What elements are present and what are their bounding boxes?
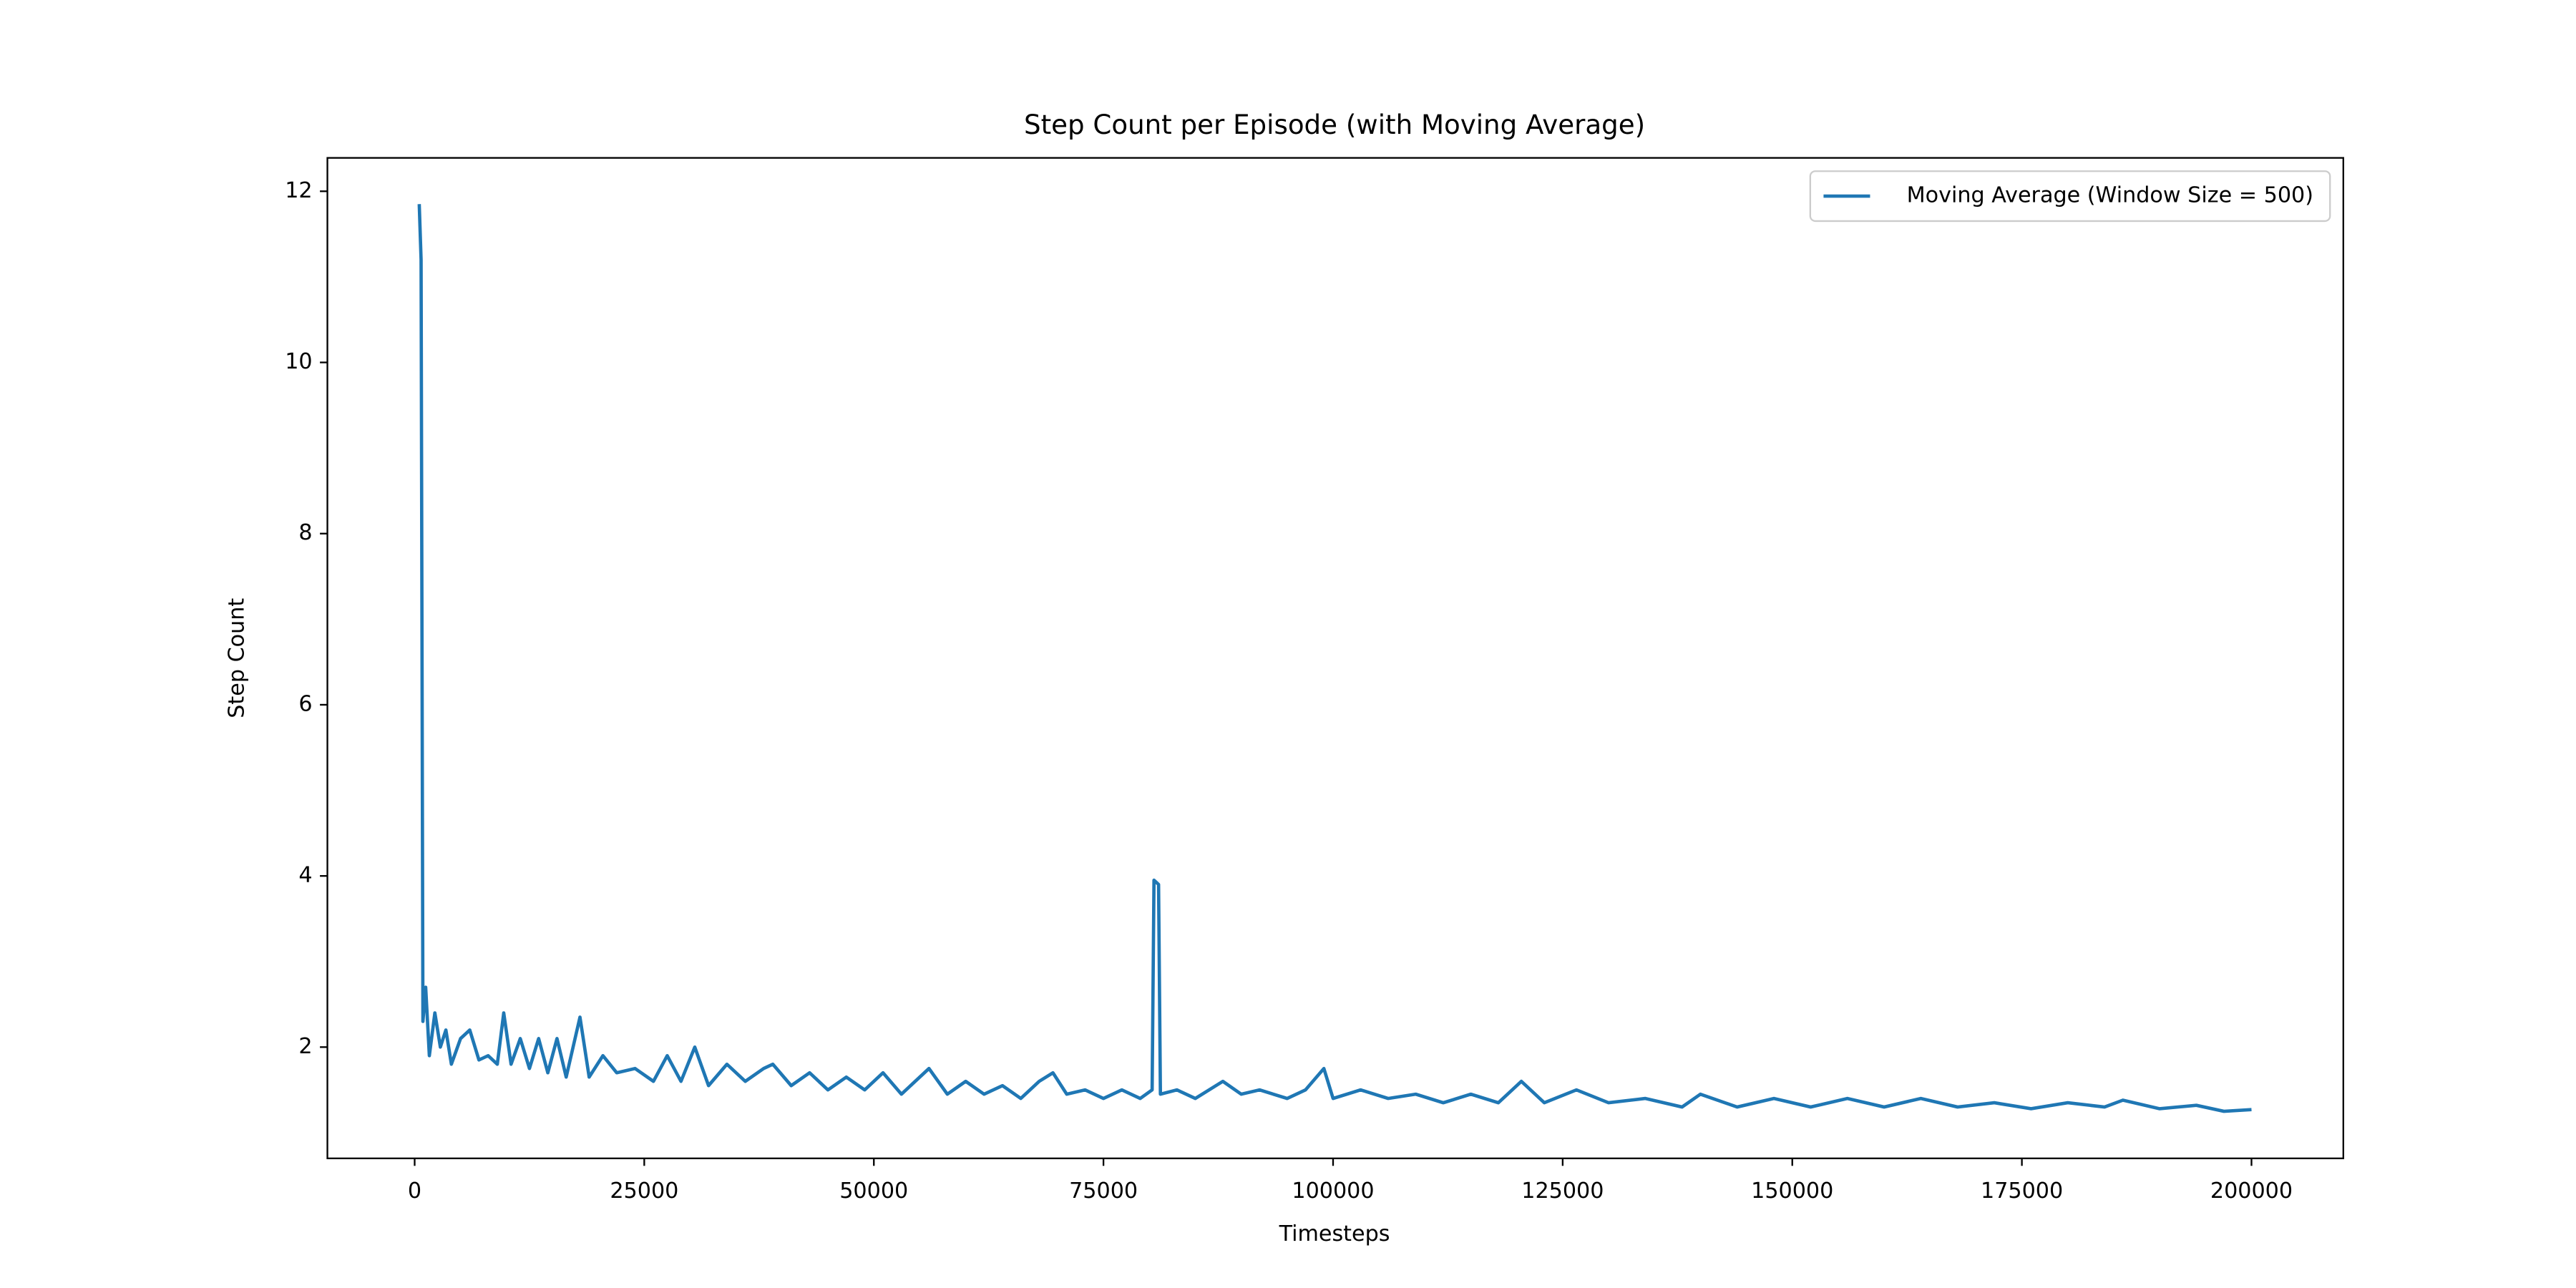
x-tick-label: 200000: [2210, 1179, 2293, 1204]
legend-box: [1809, 170, 2331, 223]
x-tick-label: 25000: [610, 1179, 678, 1204]
x-tick-label: 100000: [1292, 1179, 1374, 1204]
x-axis-label: Timesteps: [1279, 1221, 1390, 1246]
x-tick-label: 125000: [1521, 1179, 1604, 1204]
y-tick-label: 8: [298, 520, 312, 545]
y-tick-label: 12: [285, 178, 312, 203]
x-tick-label: 150000: [1751, 1179, 1833, 1204]
y-tick-label: 6: [298, 691, 312, 716]
y-tick-label: 4: [298, 863, 312, 888]
x-tick-label: 0: [408, 1179, 421, 1204]
y-tick-label: 10: [285, 349, 312, 374]
y-axis-label: Step Count: [225, 598, 250, 718]
data-line: [417, 204, 2252, 1113]
legend-label: Moving Average (Window Size = 500): [1907, 183, 2313, 208]
plot-frame: [326, 157, 2344, 1159]
chart-title: Step Count per Episode (with Moving Aver…: [1024, 109, 1645, 140]
y-tick-label: 2: [298, 1034, 312, 1059]
x-tick-label: 175000: [1981, 1179, 2063, 1204]
x-tick-label: 75000: [1069, 1179, 1138, 1204]
x-tick-label: 50000: [839, 1179, 908, 1204]
legend: Moving Average (Window Size = 500): [1823, 183, 2313, 208]
